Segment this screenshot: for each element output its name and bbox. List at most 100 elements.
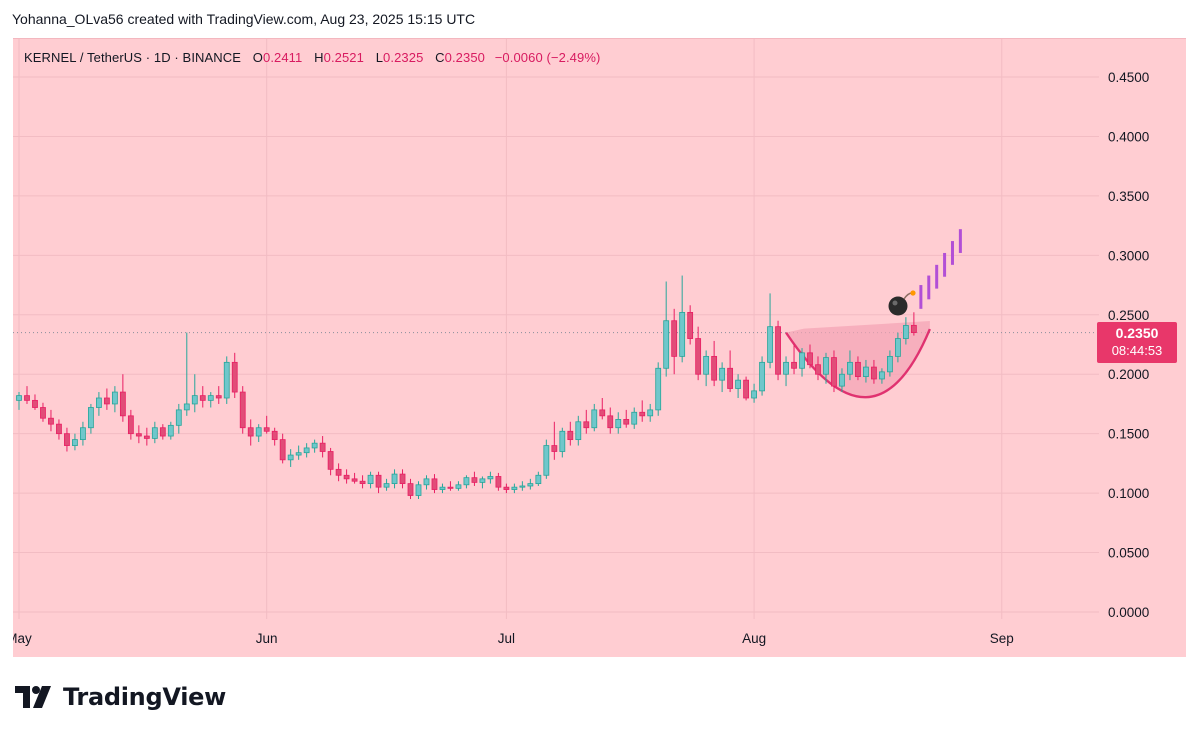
last-price-value: 0.2350 xyxy=(1115,324,1159,341)
candle-body xyxy=(631,411,638,425)
candle-body xyxy=(519,485,526,488)
candle-body xyxy=(799,352,805,369)
y-tick-label: 0.1500 xyxy=(1108,427,1149,442)
y-tick-label: 0.2000 xyxy=(1108,367,1149,382)
candle-body xyxy=(511,486,518,490)
candle-body xyxy=(527,483,534,487)
candle-body xyxy=(663,320,670,369)
y-tick-label: 0.3500 xyxy=(1108,189,1149,204)
candle-body xyxy=(447,486,454,489)
candlestick-chart[interactable]: 0.4500 0.4000 0.3500 0.3000 0.2500 0.2000 0.15… xyxy=(13,39,1186,657)
candle-body xyxy=(391,473,398,485)
candle-body xyxy=(135,433,142,437)
candle-body xyxy=(223,361,230,399)
symbol-label: KERNEL / TetherUS · 1D · BINANCE xyxy=(24,50,242,65)
candle-body xyxy=(199,395,206,401)
candle-body xyxy=(351,478,358,482)
candle-body xyxy=(191,395,198,405)
candle-body xyxy=(463,477,470,486)
candle-body xyxy=(751,390,757,399)
candle-body xyxy=(575,421,582,441)
candle-body xyxy=(56,423,62,435)
open-label: O xyxy=(252,50,263,65)
candle-body xyxy=(879,371,885,380)
y-tick-label: 0.0500 xyxy=(1108,546,1149,561)
candle-body xyxy=(175,409,182,426)
candle-body xyxy=(895,338,901,357)
candle-body xyxy=(647,409,654,417)
symbol-legend: KERNEL / TetherUS · 1D · BINANCE O0.2411… xyxy=(24,50,600,65)
candle-body xyxy=(40,407,46,419)
candle-body xyxy=(231,361,238,393)
candle-body xyxy=(359,480,366,485)
candle-body xyxy=(623,418,630,425)
candle-body xyxy=(503,486,510,490)
candle-body xyxy=(167,424,174,437)
candle-body xyxy=(863,366,869,378)
candle-body xyxy=(32,399,38,408)
tradingview-brand[interactable]: TradingView xyxy=(15,683,226,711)
candle-body xyxy=(143,435,150,439)
close-value: 0.2350 xyxy=(444,50,486,65)
high-label: H xyxy=(314,50,324,65)
candle-body xyxy=(207,395,214,401)
candle-body xyxy=(239,391,246,429)
candle-body xyxy=(543,445,550,476)
y-tick-label: 0.1000 xyxy=(1108,486,1149,501)
candle-body xyxy=(839,373,845,387)
y-tick-label: 0.4500 xyxy=(1108,70,1149,85)
candle-body xyxy=(807,352,813,366)
candle-body xyxy=(679,311,686,357)
candle-body xyxy=(695,338,702,375)
y-tick-label: 0.4000 xyxy=(1108,129,1149,144)
candle-body xyxy=(743,379,749,399)
candle-body xyxy=(88,407,94,429)
high-value: 0.2521 xyxy=(323,50,364,65)
low-value: 0.2325 xyxy=(383,50,424,65)
candle-body xyxy=(64,433,70,446)
candle-body xyxy=(111,391,118,405)
bar-countdown: 08:44:53 xyxy=(1111,342,1163,358)
candle-body xyxy=(783,361,789,375)
candle-body xyxy=(455,484,462,489)
candle-body xyxy=(319,442,326,452)
candle-body xyxy=(607,415,614,429)
candle-body xyxy=(415,484,422,496)
candle-body xyxy=(295,452,302,456)
candle-body xyxy=(287,454,294,461)
candle-body xyxy=(423,478,430,486)
y-tick-label: 0.3000 xyxy=(1108,248,1149,263)
y-tick-label: 0.2500 xyxy=(1108,308,1149,323)
chart-area[interactable]: 0.4500 0.4000 0.3500 0.3000 0.2500 0.2000 0.15… xyxy=(13,38,1186,657)
candle-body xyxy=(327,451,334,470)
candle-body xyxy=(671,320,678,357)
candle-body xyxy=(703,355,710,375)
candle-body xyxy=(72,439,78,446)
candle-body xyxy=(255,427,262,437)
candle-body xyxy=(303,447,310,454)
candle-body xyxy=(127,415,134,435)
candle-body xyxy=(599,409,606,417)
x-tick-label: May xyxy=(13,631,32,646)
candle-body xyxy=(551,445,558,452)
candle-body xyxy=(559,430,566,452)
candle-body xyxy=(759,361,765,392)
candle-body xyxy=(535,474,542,484)
change-value: −0.0060 (−2.49%) xyxy=(494,50,601,65)
candle-body xyxy=(711,355,718,381)
low-label: L xyxy=(375,50,384,65)
candle-body xyxy=(367,474,374,484)
candle-body xyxy=(343,474,350,480)
candle-body xyxy=(431,478,438,490)
x-tick-label: Aug xyxy=(742,631,766,646)
candle-body xyxy=(639,411,646,417)
candle-body xyxy=(471,477,478,483)
candle-body xyxy=(727,367,734,389)
candle-body xyxy=(902,325,909,339)
candle-body xyxy=(335,468,342,476)
x-tick-label: Sep xyxy=(990,631,1014,646)
candle-body xyxy=(487,476,494,480)
y-tick-label: 0.0000 xyxy=(1108,605,1149,620)
candle-body xyxy=(910,324,917,334)
candle-body xyxy=(24,395,30,401)
